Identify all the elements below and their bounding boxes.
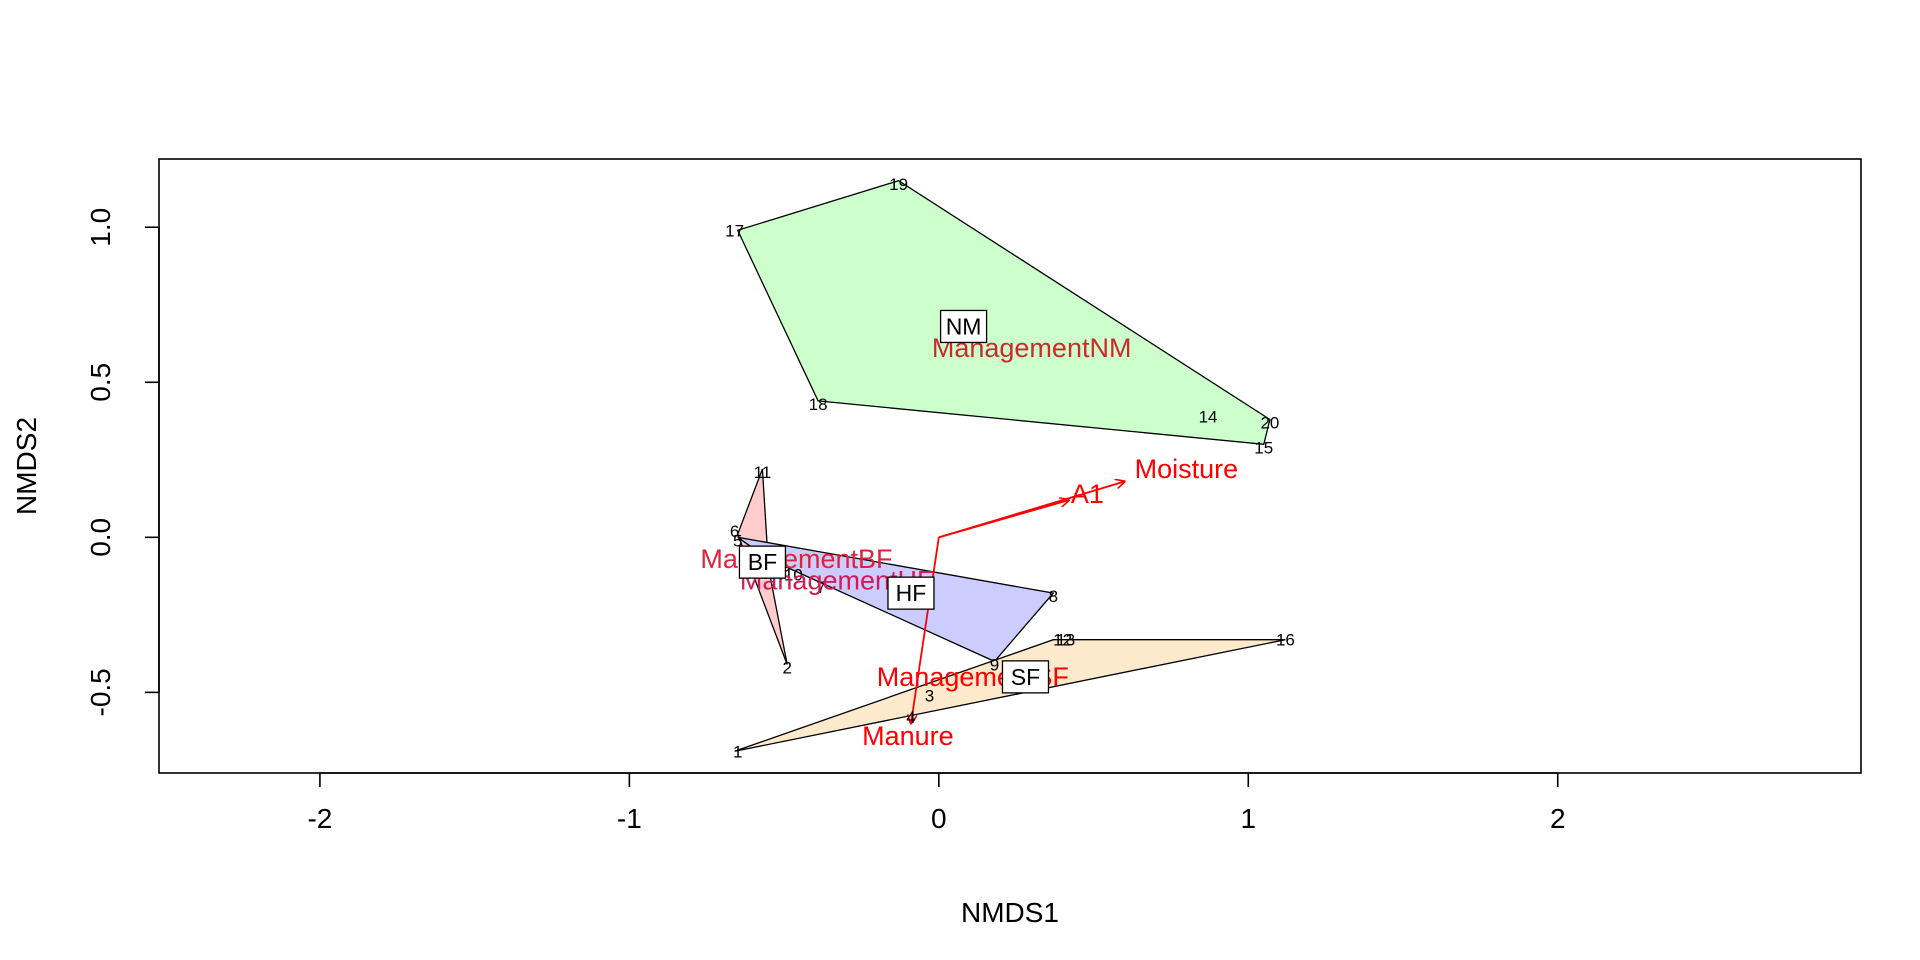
group-label-hf: HF: [887, 576, 935, 610]
hull-nm: [736, 179, 1271, 446]
group-label-box: [939, 309, 988, 344]
x-tick-label: 2: [1550, 803, 1566, 834]
vector-label-manure: Manure: [862, 721, 954, 751]
site-label: 8: [1049, 587, 1058, 606]
vector-label-moisture: Moisture: [1135, 454, 1239, 484]
x-axis-label: NMDS1: [961, 897, 1059, 928]
site-label: 7: [816, 578, 825, 597]
group-label-box: [887, 576, 935, 610]
group-label-layer: NM BF HF SF: [738, 309, 1050, 694]
y-tick-label: 0.5: [85, 363, 116, 402]
group-label-text: BF: [748, 549, 777, 575]
y-tick-label: 1.0: [85, 208, 116, 247]
x-tick-label: 1: [1240, 803, 1256, 834]
site-label: 17: [725, 221, 744, 240]
site-label: 4: [906, 708, 915, 727]
site-label: 18: [809, 395, 828, 414]
group-label-nm: NM: [939, 309, 988, 344]
centroid-label-managementbf: ManagementBF: [700, 544, 892, 574]
y-tick-label: -0.5: [85, 668, 116, 716]
site-label: 16: [1276, 631, 1295, 650]
x-tick-label: -2: [307, 803, 332, 834]
site-label: 1: [733, 742, 742, 761]
site-label: 6: [730, 522, 739, 541]
site-label: 20: [1260, 414, 1279, 433]
group-label-bf: BF: [738, 545, 787, 579]
site-label: 13: [1056, 631, 1075, 650]
vector-label-layer: A1 Moisture Manure: [862, 454, 1238, 751]
hull-sf: [734, 639, 1286, 752]
site-label: 15: [1254, 438, 1273, 457]
x-tick-label: 0: [931, 803, 947, 834]
y-axis: -0.5 0.0 0.5 1.0: [85, 208, 160, 716]
site-label: 3: [925, 686, 934, 705]
group-label-text: SF: [1011, 664, 1040, 690]
group-label-box: [1001, 660, 1050, 694]
site-label: 14: [1199, 407, 1218, 426]
x-axis: -2 -1 0 1 2: [307, 772, 1566, 834]
group-label-sf: SF: [1001, 660, 1050, 694]
site-label: 5: [733, 531, 742, 550]
site-label: 10: [784, 566, 803, 585]
site-label: 2: [782, 659, 791, 678]
site-label: 9: [990, 655, 999, 674]
y-axis-label: NMDS2: [11, 417, 42, 515]
vector-arrow-moisture: [938, 482, 1125, 539]
y-tick-label: 0.0: [85, 518, 116, 557]
vector-label-a1: A1: [1071, 479, 1104, 509]
site-label: 19: [889, 175, 908, 194]
group-label-text: NM: [946, 313, 982, 339]
vector-layer: [911, 482, 1125, 724]
group-label-text: HF: [896, 580, 927, 606]
site-label: 12: [1053, 631, 1072, 650]
vector-arrow-manure: [911, 537, 940, 723]
group-label-box: [738, 545, 787, 579]
site-label: 11: [754, 463, 772, 482]
x-tick-label: -1: [617, 803, 642, 834]
